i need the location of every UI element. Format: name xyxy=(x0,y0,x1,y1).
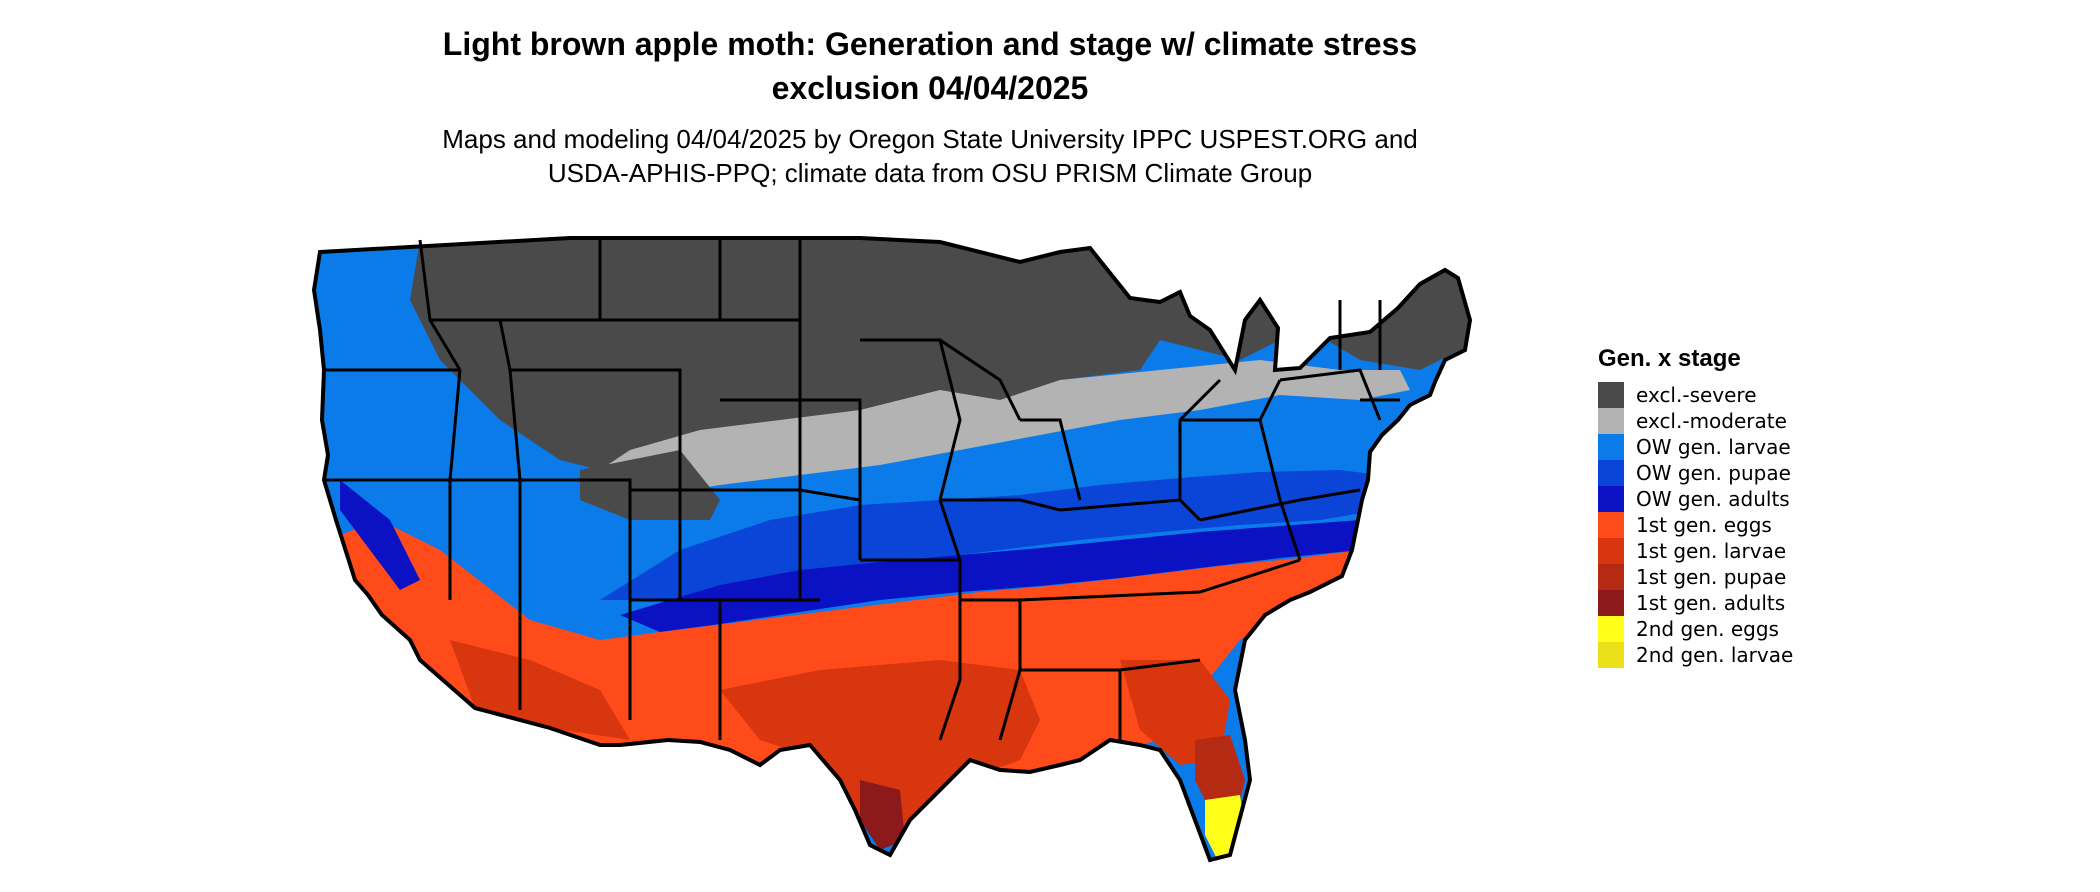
legend-label: excl.-moderate xyxy=(1636,409,1787,433)
legend-item: 1st gen. pupae xyxy=(1598,564,1793,590)
legend-item: 1st gen. eggs xyxy=(1598,512,1793,538)
legend-swatch xyxy=(1598,590,1624,616)
legend-label: excl.-severe xyxy=(1636,383,1757,407)
legend-label: 1st gen. larvae xyxy=(1636,539,1787,563)
legend-item: OW gen. adults xyxy=(1598,486,1793,512)
legend: Gen. x stage excl.-severe excl.-moderate O… xyxy=(1598,344,1793,668)
map-subtitle-line1: Maps and modeling 04/04/2025 by Oregon S… xyxy=(442,124,1418,154)
map-subtitle-line2: USDA-APHIS-PPQ; climate data from OSU PR… xyxy=(547,158,1313,188)
map-subtitle: Maps and modeling 04/04/2025 by Oregon S… xyxy=(330,122,1530,190)
legend-title: Gen. x stage xyxy=(1598,345,1741,372)
legend-swatch xyxy=(1598,408,1624,434)
legend-swatch xyxy=(1598,512,1624,538)
legend-label: OW gen. pupae xyxy=(1636,461,1791,485)
legend-label: OW gen. adults xyxy=(1636,487,1790,511)
legend-item: 1st gen. adults xyxy=(1598,590,1793,616)
legend-item: 2nd gen. larvae xyxy=(1598,642,1793,668)
legend-item: 1st gen. larvae xyxy=(1598,538,1793,564)
legend-swatch xyxy=(1598,642,1624,668)
legend-label: OW gen. larvae xyxy=(1636,435,1791,459)
legend-item: excl.-moderate xyxy=(1598,408,1793,434)
map-title-line2: exclusion 04/04/2025 xyxy=(771,70,1089,106)
legend-swatch xyxy=(1598,616,1624,642)
legend-swatch xyxy=(1598,564,1624,590)
state-borders xyxy=(311,236,1473,863)
legend-swatch xyxy=(1598,434,1624,460)
us-map xyxy=(311,236,1473,863)
legend-label: 2nd gen. larvae xyxy=(1636,643,1794,667)
legend-item: OW gen. pupae xyxy=(1598,460,1793,486)
legend-label: 1st gen. adults xyxy=(1636,591,1786,615)
legend-label: 1st gen. pupae xyxy=(1636,565,1787,589)
legend-items: excl.-severe excl.-moderate OW gen. larvae… xyxy=(1598,382,1793,668)
legend-swatch xyxy=(1598,382,1624,408)
legend-swatch xyxy=(1598,486,1624,512)
legend-label: 1st gen. eggs xyxy=(1636,513,1772,537)
legend-item: 2nd gen. eggs xyxy=(1598,616,1793,642)
legend-item: excl.-severe xyxy=(1598,382,1793,408)
legend-swatch xyxy=(1598,460,1624,486)
legend-label: 2nd gen. eggs xyxy=(1636,617,1779,641)
legend-item: OW gen. larvae xyxy=(1598,434,1793,460)
map-title: Light brown apple moth: Generation and s… xyxy=(330,22,1530,110)
map-title-line1: Light brown apple moth: Generation and s… xyxy=(442,26,1418,62)
legend-swatch xyxy=(1598,538,1624,564)
